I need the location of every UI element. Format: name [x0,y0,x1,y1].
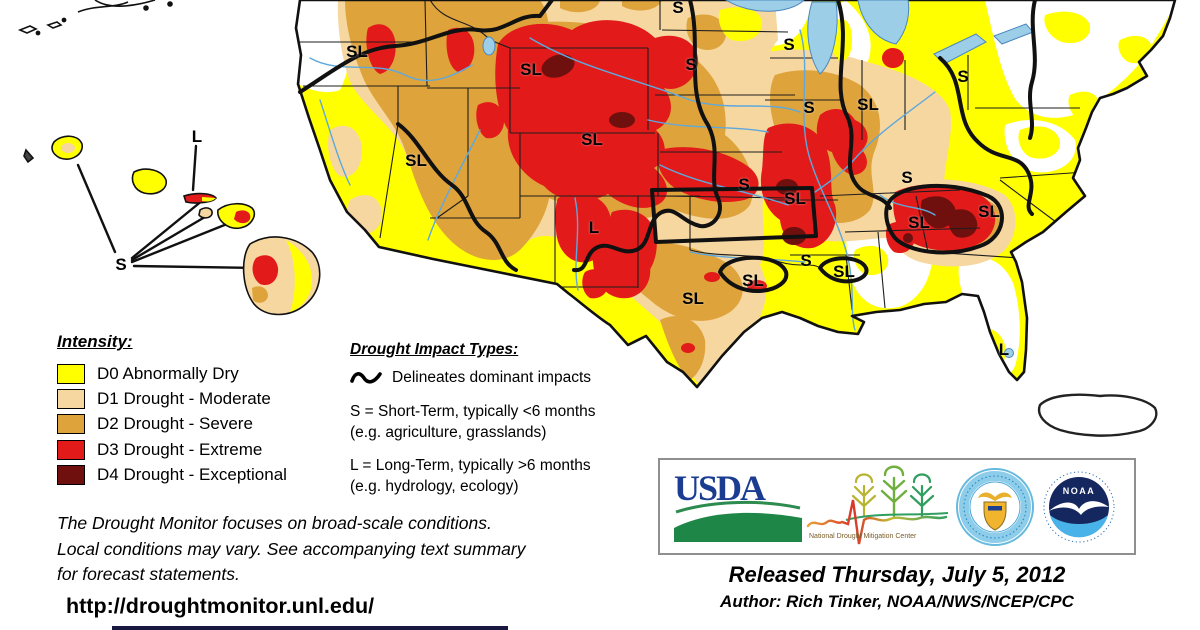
author-line: Author: Rich Tinker, NOAA/NWS/NCEP/CPC [720,592,1074,611]
eagle-icon [977,491,1012,501]
ndmc-logo: National Drought Mitigation Center [807,465,949,544]
hawaii-pointer-lines [76,144,262,270]
legend-label-d2: D2 Drought - Severe [97,414,253,434]
legend-item-d1: D1 Drought - Moderate [57,386,287,411]
short-term-line1: S = Short-Term, typically <6 months [350,403,596,420]
commerce-seal-icon [955,467,1034,546]
legend-swatch-d2 [57,414,85,435]
noaa-logo: NOAA [1043,471,1115,542]
legend-swatch-d0 [57,363,85,384]
legend-item-d2: D2 Drought - Severe [57,412,287,437]
legend-swatch-d1 [57,389,85,410]
tree-icon [881,465,908,517]
agency-logos-box: USDA National Drought Mitigation Center [658,458,1136,555]
island-lanai [198,207,213,219]
long-term-line2: (e.g. hydrology, ecology) [350,478,519,495]
conus-map [294,0,1177,389]
long-term-line1: L = Long-Term, typically >6 months [350,457,591,474]
disclaimer-line3: for forecast statements. [57,564,240,584]
great-salt-lake [482,36,496,56]
state-borders [300,0,1086,311]
delineates-row: Delineates dominant impacts [350,369,650,387]
island-niihau [23,148,35,164]
aleutian-islands [17,0,173,36]
disclaimer-text: The Drought Monitor focuses on broad-sca… [57,511,526,588]
legend-rows: D0 Abnormally Dry D1 Drought - Moderate D2… [57,361,287,488]
disclaimer-line2: Local conditions may vary. See accompany… [57,538,526,559]
usda-logo: USDA [674,468,802,542]
impact-types-panel: Drought Impact Types: Delineates dominan… [350,341,650,497]
legend-title: Intensity: [57,332,133,351]
disclaimer-line1: The Drought Monitor focuses on broad-sca… [57,513,492,533]
puerto-rico-outline [1037,393,1158,437]
lake-okeechobee [1004,348,1014,358]
ekg-wave-icon [807,499,948,544]
impact-types-title: Drought Impact Types: [350,341,519,358]
hawaii-inset [23,135,321,316]
legend-item-d3: D3 Drought - Extreme [57,437,287,462]
bottom-banner-edge [112,626,508,630]
legend-swatch-d3 [57,439,85,460]
release-date-line: Released Thursday, July 5, 2012 [728,562,1066,587]
island-oahu [131,168,167,195]
legend-swatch-d4 [57,465,85,486]
seagull-icon [1048,500,1109,515]
legend-item-d0: D0 Abnormally Dry [57,361,287,386]
delineates-label: Delineates dominant impacts [392,369,592,386]
legend-label-d0: D0 Abnormally Dry [97,363,239,383]
tree-icon [852,472,877,517]
drought-monitor-url: http://droughtmonitor.unl.edu/ [66,594,375,618]
legend-label-d4: D4 Drought - Exceptional [97,465,287,485]
great-lakes [482,0,1034,358]
noaa-wordmark: NOAA [1063,486,1096,496]
legend-label-d3: D3 Drought - Extreme [97,439,263,459]
rivers [309,29,936,331]
intensity-legend: Intensity: D0 Abnormally Dry D1 Drought -… [57,332,287,488]
squiggle-line-icon [350,372,382,384]
tree-icon [910,472,935,517]
impact-boundary-lines [298,0,1037,293]
short-term-line2: (e.g. agriculture, grasslands) [350,424,547,441]
d4-exceptional-regions [541,54,978,245]
legend-item-d4: D4 Drought - Exceptional [57,463,287,488]
legend-label-d1: D1 Drought - Moderate [97,389,271,409]
ndmc-wordmark: National Drought Mitigation Center [809,533,917,540]
